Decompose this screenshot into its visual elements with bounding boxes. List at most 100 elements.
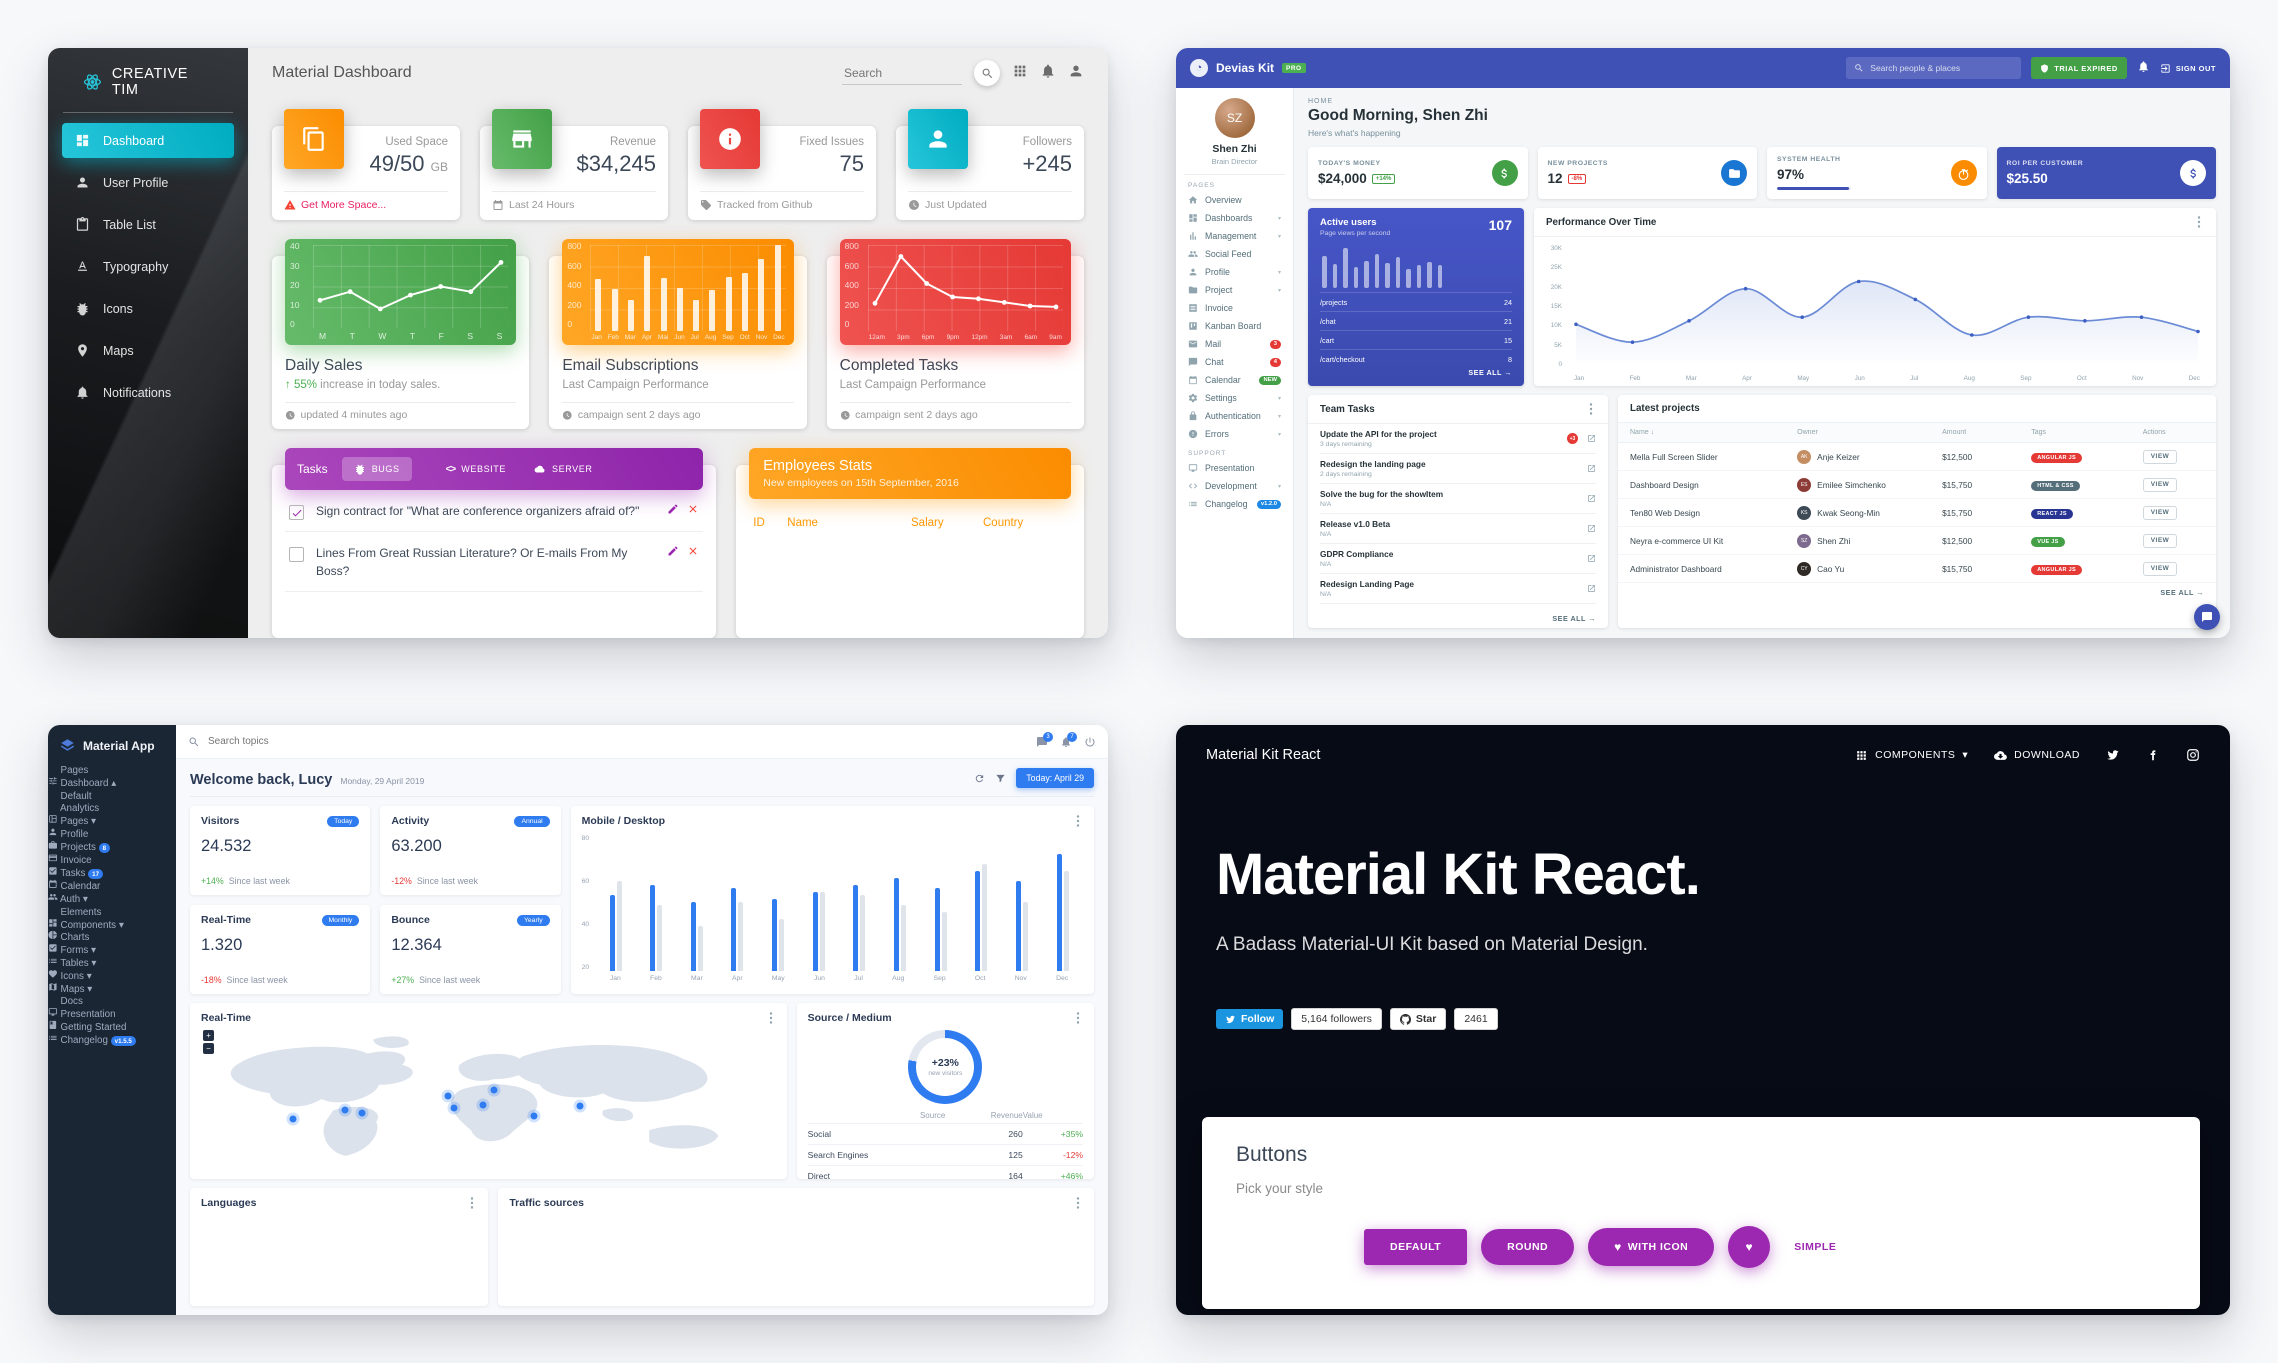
dv-sidebar-item[interactable]: Mail 3 — [1184, 335, 1285, 353]
ct-tasks-tab[interactable]: BUGS — [341, 457, 412, 481]
ct-sidebar-item[interactable]: Icons — [62, 291, 234, 326]
dv-sidebar-item[interactable]: Management ▾ — [1184, 227, 1285, 245]
kebab-menu-icon[interactable] — [2194, 216, 2204, 228]
ma-today-button[interactable]: Today: April 29 — [1016, 768, 1094, 788]
dv-search-box[interactable] — [1846, 57, 2022, 79]
dv-see-all-link[interactable]: SEE ALL → — [1552, 614, 1596, 623]
style-demo-button[interactable]: ♥ WITH ICON — [1588, 1228, 1715, 1266]
dv-sidebar-item[interactable]: Invoice — [1184, 299, 1285, 317]
mk-components-menu[interactable]: COMPONENTS ▾ — [1855, 749, 1968, 762]
mk-download-button[interactable]: DOWNLOAD — [1994, 749, 2080, 762]
kebab-menu-icon[interactable] — [1073, 1012, 1083, 1024]
ma-logout-button[interactable] — [1084, 736, 1096, 748]
dv-sidebar-item[interactable]: Overview — [1184, 191, 1285, 209]
facebook-link[interactable] — [2146, 748, 2160, 762]
style-demo-button[interactable]: SIMPLE — [1784, 1229, 1846, 1265]
dv-chat-fab[interactable] — [2194, 604, 2220, 630]
ma-sidebar-item[interactable]: Elements — [48, 905, 176, 918]
ma-sidebar-item[interactable]: Changelog v1.5.5 — [48, 1033, 176, 1047]
column-header[interactable]: Name ↓ — [1630, 429, 1655, 436]
zoom-out-button[interactable]: − — [203, 1043, 214, 1054]
ma-messages-button[interactable]: 3 — [1036, 731, 1053, 748]
dv-notifications-button[interactable] — [2137, 60, 2150, 76]
ma-sidebar-item[interactable]: Icons ▾ — [48, 969, 176, 982]
dv-sidebar-item[interactable]: Profile ▾ — [1184, 263, 1285, 281]
kebab-menu-icon[interactable] — [467, 1197, 477, 1209]
devias-logo-icon[interactable]: ◔ — [1190, 59, 1208, 77]
style-demo-button[interactable]: ROUND — [1481, 1229, 1575, 1265]
instagram-link[interactable] — [2186, 748, 2200, 762]
refresh-icon[interactable] — [974, 773, 985, 784]
ct-stat-footer[interactable]: Last 24 Hours — [492, 191, 656, 216]
task-checkbox[interactable] — [289, 547, 304, 563]
dv-sidebar-item[interactable]: Kanban Board — [1184, 317, 1285, 335]
kebab-menu-icon[interactable] — [1586, 403, 1596, 415]
dv-sidebar-item[interactable]: Settings ▾ — [1184, 389, 1285, 407]
ma-sidebar-item[interactable]: Calendar — [48, 879, 176, 892]
edit-icon[interactable] — [667, 503, 679, 515]
ma-sidebar-item[interactable]: Presentation — [48, 1007, 176, 1020]
ct-account-button[interactable] — [1068, 63, 1084, 84]
ma-sidebar-item[interactable]: Tables ▾ — [48, 956, 176, 969]
ct-stat-footer[interactable]: Just Updated — [908, 191, 1072, 216]
task-checkbox[interactable] — [289, 505, 304, 520]
followers-count-chip[interactable]: 5,164 followers — [1291, 1008, 1382, 1030]
ct-search-input[interactable] — [842, 61, 962, 85]
dv-sidebar-item[interactable]: Chat 4 — [1184, 353, 1285, 371]
ct-stat-footer[interactable]: Get More Space... — [284, 191, 448, 216]
open-in-new-icon[interactable] — [1587, 464, 1596, 473]
ct-notifications-button[interactable] — [1040, 63, 1056, 84]
zoom-in-button[interactable]: + — [203, 1030, 214, 1041]
ma-sidebar-item[interactable]: Maps ▾ — [48, 982, 176, 994]
ct-sidebar-item[interactable]: Typography — [62, 249, 234, 284]
view-button[interactable]: VIEW — [2142, 505, 2178, 520]
dv-search-input[interactable] — [1870, 63, 2014, 73]
avatar[interactable]: SZ — [1214, 98, 1255, 138]
edit-icon[interactable] — [667, 545, 679, 557]
dv-sidebar-item[interactable]: Errors ▾ — [1184, 425, 1285, 443]
mk-brand[interactable]: Material Kit React — [1206, 747, 1321, 763]
ct-sidebar-item[interactable]: Notifications — [62, 375, 234, 410]
dv-sidebar-item[interactable]: Project ▾ — [1184, 281, 1285, 299]
kebab-menu-icon[interactable] — [1073, 815, 1083, 827]
view-button[interactable]: VIEW — [2142, 477, 2178, 492]
ma-sidebar-item[interactable]: Docs — [48, 994, 176, 1007]
dv-page-row[interactable]: /cart/checkout 8 — [1320, 349, 1512, 368]
ma-sidebar-item[interactable]: Charts — [48, 930, 176, 943]
dv-signout-button[interactable]: SIGN OUT — [2160, 63, 2216, 74]
style-demo-button[interactable]: DEFAULT — [1364, 1229, 1468, 1265]
twitter-link[interactable] — [2106, 748, 2120, 762]
dv-page-row[interactable]: /projects 24 — [1320, 292, 1512, 311]
style-demo-button[interactable]: ♥ — [1728, 1226, 1771, 1268]
view-button[interactable]: VIEW — [2142, 561, 2178, 576]
kebab-menu-icon[interactable] — [766, 1012, 776, 1024]
dv-sidebar-item[interactable]: Changelog v1.2.0 — [1184, 495, 1285, 513]
ma-sidebar-item[interactable]: Pages ▾ — [48, 814, 176, 827]
ma-sidebar-item[interactable]: Default — [48, 789, 176, 801]
ma-sidebar-item[interactable]: Forms ▾ — [48, 943, 176, 956]
ma-sidebar-item[interactable]: Invoice — [48, 853, 176, 866]
ma-sidebar-item[interactable]: Analytics — [48, 801, 176, 814]
ma-sidebar-item[interactable]: Tasks 17 — [48, 866, 176, 880]
ct-search-button[interactable] — [974, 60, 1000, 86]
dv-page-row[interactable]: /cart 15 — [1320, 330, 1512, 349]
dv-see-all-link[interactable]: SEE ALL → — [1468, 368, 1512, 377]
view-button[interactable]: VIEW — [2142, 533, 2178, 548]
ct-tasks-tab[interactable]: SERVER — [522, 457, 604, 481]
ma-sidebar-item[interactable]: Profile — [48, 827, 176, 840]
open-in-new-icon[interactable] — [1587, 494, 1596, 503]
dv-see-all-link[interactable]: SEE ALL → — [2160, 588, 2204, 597]
ct-apps-button[interactable] — [1012, 63, 1028, 84]
dv-page-row[interactable]: /chat 21 — [1320, 311, 1512, 330]
ma-brand[interactable]: Material App — [48, 725, 176, 763]
filter-icon[interactable] — [995, 773, 1006, 784]
dv-sidebar-item[interactable]: Development ▾ — [1184, 477, 1285, 495]
ct-stat-footer[interactable]: Tracked from Github — [700, 191, 864, 216]
ct-sidebar-item[interactable]: Maps — [62, 333, 234, 368]
kebab-menu-icon[interactable] — [1073, 1197, 1083, 1209]
dv-trial-button[interactable]: TRIAL EXPIRED — [2031, 57, 2127, 79]
open-in-new-icon[interactable] — [1587, 524, 1596, 533]
view-button[interactable]: VIEW — [2142, 449, 2178, 464]
dv-sidebar-item[interactable]: Authentication ▾ — [1184, 407, 1285, 425]
ma-sidebar-item[interactable]: Pages — [48, 763, 176, 776]
